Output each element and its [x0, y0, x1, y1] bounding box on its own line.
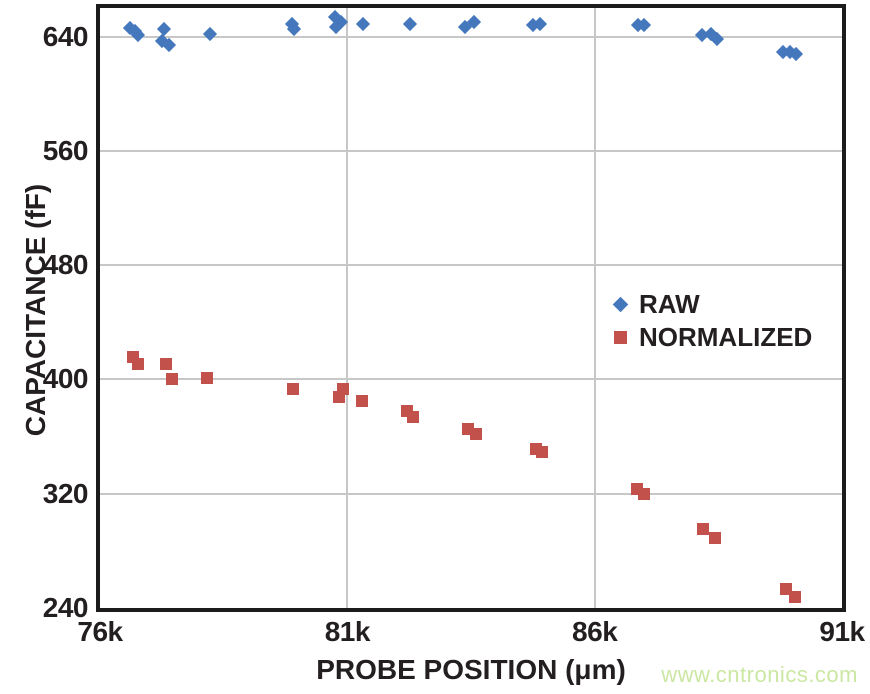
- legend-row-normalized: NORMALIZED: [611, 321, 812, 354]
- legend-label-normalized: NORMALIZED: [639, 322, 813, 352]
- x-tick-label-81k: 81k: [324, 616, 371, 647]
- data-point-normalized: [709, 532, 722, 544]
- plot-area: [100, 8, 842, 608]
- h-gridline-560: [100, 149, 842, 152]
- data-point-normalized: [789, 590, 801, 603]
- h-gridline-400: [100, 378, 842, 381]
- h-gridline-640: [100, 35, 842, 38]
- data-point-raw: [202, 26, 217, 41]
- y-tick-label-480: 480: [42, 249, 89, 281]
- h-gridline-480: [100, 264, 842, 267]
- v-gridline-81000: [346, 8, 349, 608]
- data-point-normalized: [336, 383, 349, 396]
- data-point-normalized: [356, 394, 369, 407]
- legend-label-raw: RAW: [639, 289, 700, 319]
- data-point-normalized: [165, 373, 178, 386]
- x-tick-label-76k: 76k: [77, 616, 123, 647]
- data-point-raw: [156, 22, 171, 37]
- y-tick-label-640: 640: [42, 20, 89, 52]
- legend: RAW NORMALIZED: [611, 288, 812, 354]
- data-point-normalized: [407, 410, 420, 423]
- y-axis-title: CAPACITANCE (fF): [20, 183, 51, 437]
- normalized-square-icon: [614, 331, 627, 344]
- watermark-text: www.cntronics.com: [661, 662, 858, 687]
- v-gridline-86000: [593, 8, 596, 608]
- data-point-raw: [402, 16, 417, 31]
- x-tick-label-86k: 86k: [572, 616, 618, 647]
- h-gridline-320: [100, 492, 842, 495]
- data-point-normalized: [535, 446, 548, 459]
- data-point-normalized: [132, 357, 145, 370]
- x-axis-title: PROBE POSITION (μm): [316, 654, 626, 685]
- y-tick-label-320: 320: [42, 477, 89, 509]
- y-tick-label-240: 240: [42, 592, 89, 623]
- legend-row-raw: RAW: [611, 288, 812, 321]
- x-tick-label-91k: 91k: [819, 616, 865, 647]
- data-point-normalized: [287, 383, 300, 396]
- y-tick-label-400: 400: [42, 363, 89, 395]
- data-point-normalized: [637, 487, 650, 500]
- plot-border: [96, 4, 846, 612]
- raw-diamond-icon: [612, 296, 629, 313]
- data-point-raw: [355, 16, 370, 31]
- data-point-normalized: [159, 357, 172, 370]
- y-tick-label-560: 560: [42, 134, 89, 166]
- data-point-normalized: [470, 427, 483, 440]
- data-point-normalized: [696, 523, 709, 536]
- data-point-normalized: [201, 372, 214, 384]
